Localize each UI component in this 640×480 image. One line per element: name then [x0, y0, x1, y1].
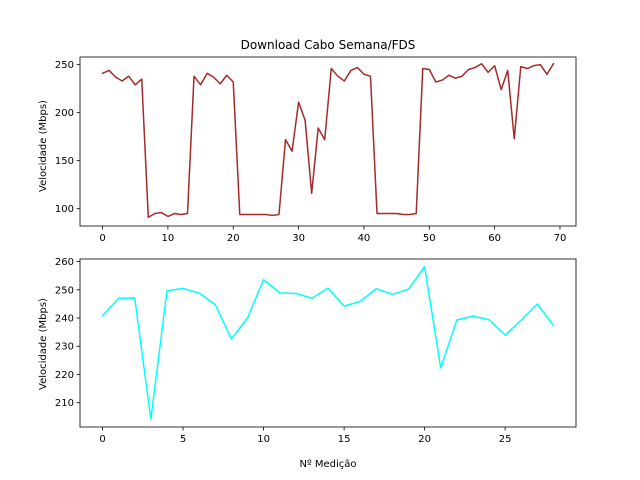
- y-tick-label-top: 200: [55, 108, 74, 119]
- x-tick-label-top: 60: [488, 233, 501, 244]
- x-tick-label-top: 40: [358, 233, 371, 244]
- y-tick-label-bottom: 240: [55, 314, 74, 325]
- download-chart-top: Download Cabo Semana/FDS Velocidade (Mbp…: [38, 38, 577, 244]
- plot-frame-top: [79, 56, 577, 227]
- x-tick-label-bottom: 5: [180, 434, 186, 445]
- y-tick-label-bottom: 210: [55, 398, 74, 409]
- x-tick-label-bottom: 10: [257, 434, 270, 445]
- series-line-top-0: [101, 62, 555, 219]
- chart-title: Download Cabo Semana/FDS: [241, 38, 416, 52]
- y-tick-label-bottom: 260: [55, 257, 74, 268]
- x-tick-label-bottom: 20: [418, 434, 431, 445]
- y-tick-label-bottom: 230: [55, 342, 74, 353]
- plot-area-top: 0 10 20 30 40 50 60 70 100 150 200 250: [55, 56, 577, 244]
- download-chart-bottom: Nº Medição Velocidade (Mbps) 0 5 10 15 20 25 2…: [38, 257, 577, 470]
- x-tick-label-top: 70: [554, 233, 567, 244]
- x-tick-label-top: 10: [162, 233, 175, 244]
- y-tick-label-bottom: 220: [55, 370, 74, 381]
- series-line-bottom-0: [101, 265, 555, 420]
- y-tick-label-top: 150: [55, 156, 74, 167]
- x-tick-label-bottom: 15: [338, 434, 351, 445]
- x-tick-label-top: 50: [423, 233, 436, 244]
- y-tick-label-top: 100: [55, 204, 74, 215]
- x-axis-label-bottom: Nº Medição: [299, 459, 356, 470]
- x-tick-label-bottom: 0: [99, 434, 105, 445]
- plot-area-bottom: 0 5 10 15 20 25 210 220 230 240 250 260: [55, 257, 577, 445]
- y-axis-label-top: Velocidade (Mbps): [38, 100, 49, 192]
- y-tick-label-bottom: 250: [55, 285, 74, 296]
- x-tick-label-top: 20: [227, 233, 240, 244]
- x-tick-label-top: 0: [99, 233, 105, 244]
- plot-frame-bottom: [79, 258, 577, 428]
- x-tick-label-top: 30: [292, 233, 305, 244]
- y-tick-label-top: 250: [55, 60, 74, 71]
- x-tick-label-bottom: 25: [499, 434, 512, 445]
- y-axis-label-bottom: Velocidade (Mbps): [38, 298, 49, 390]
